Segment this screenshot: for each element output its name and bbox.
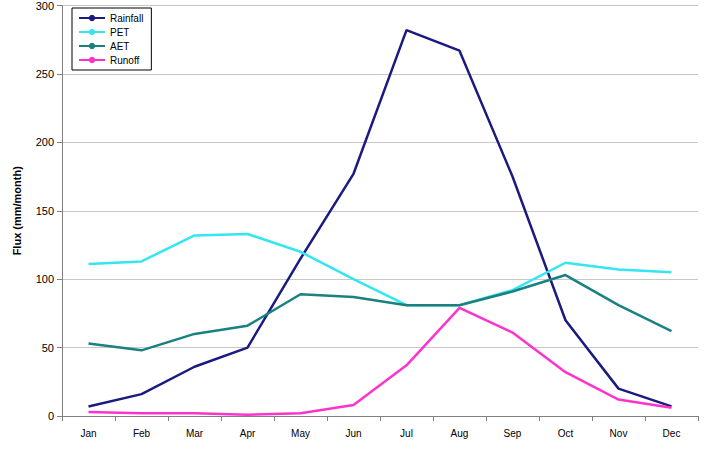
- svg-text:Rainfall: Rainfall: [110, 13, 143, 24]
- svg-text:PET: PET: [110, 27, 129, 38]
- svg-text:Feb: Feb: [133, 428, 151, 439]
- svg-text:Dec: Dec: [663, 428, 681, 439]
- svg-text:Sep: Sep: [504, 428, 522, 439]
- svg-text:0: 0: [48, 410, 54, 422]
- svg-text:250: 250: [36, 68, 54, 80]
- svg-text:May: May: [291, 428, 310, 439]
- svg-text:Jun: Jun: [345, 428, 361, 439]
- svg-text:AET: AET: [110, 41, 129, 52]
- svg-text:50: 50: [42, 342, 54, 354]
- svg-text:Runoff: Runoff: [110, 55, 140, 66]
- svg-text:200: 200: [36, 136, 54, 148]
- svg-text:150: 150: [36, 205, 54, 217]
- svg-text:Jul: Jul: [400, 428, 413, 439]
- svg-text:Aug: Aug: [451, 428, 469, 439]
- svg-text:Nov: Nov: [610, 428, 628, 439]
- svg-text:Oct: Oct: [558, 428, 574, 439]
- svg-text:Jan: Jan: [80, 428, 96, 439]
- svg-text:Mar: Mar: [186, 428, 204, 439]
- svg-text:Apr: Apr: [240, 428, 256, 439]
- svg-text:100: 100: [36, 273, 54, 285]
- svg-text:300: 300: [36, 0, 54, 12]
- svg-text:Flux (mm/month): Flux (mm/month): [11, 166, 23, 256]
